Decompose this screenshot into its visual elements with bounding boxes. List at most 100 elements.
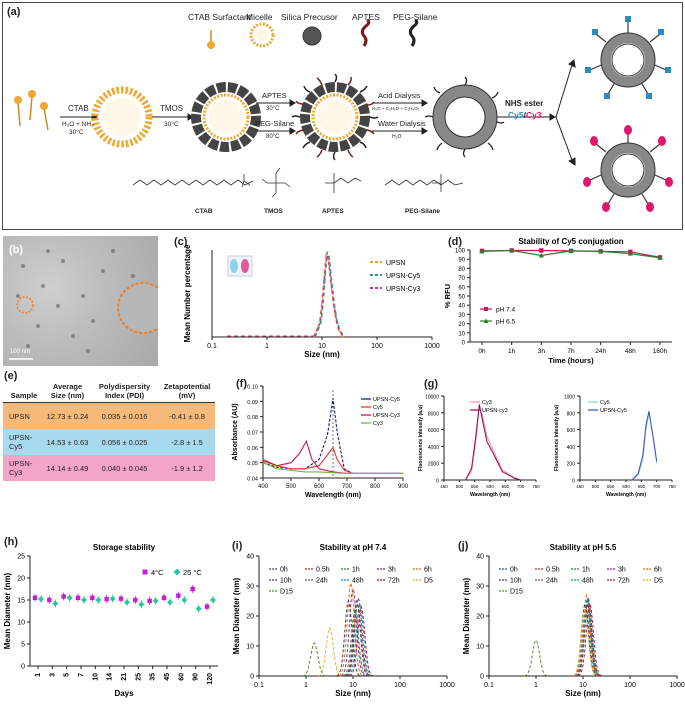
y-tick-label: 0 xyxy=(462,341,466,347)
table-cell: 14.53 ± 0.63 xyxy=(45,429,90,455)
x-axis-label: Days xyxy=(114,689,134,698)
y-tick-label: 0 xyxy=(250,674,254,681)
cy3-vial xyxy=(241,259,249,273)
x-tick-label: 700 xyxy=(517,484,525,489)
panel-label-j: (j) xyxy=(458,540,469,552)
data-point xyxy=(138,601,145,608)
x-tick-label: 7 xyxy=(78,673,85,677)
x-tick-label: 1 xyxy=(265,343,269,350)
table-cell: 14.14 ± 0.49 xyxy=(45,455,90,481)
schematic-svg xyxy=(14,16,673,212)
x-tick-label: 700 xyxy=(342,484,353,490)
chart-size-distribution: Size (nm) Mean Number percentage 0.1 1 10 100… xyxy=(183,244,440,359)
y-tick-label: 10 xyxy=(476,644,484,651)
y-tick-label: 0 xyxy=(21,664,25,671)
chart-cy5-stability: Time (hours) % RFU Stability of Cy5 conjug… xyxy=(443,237,672,365)
data-point xyxy=(210,597,216,603)
y-tick-label: 0.06 xyxy=(247,446,258,452)
legend-label: pH 6.5 xyxy=(496,319,516,326)
series-line xyxy=(262,462,403,474)
x-tick-label: 1000 xyxy=(424,343,440,350)
x-tick-label: 3h xyxy=(538,348,546,355)
x-tick-label: 900 xyxy=(398,484,409,490)
legend-label: Cy3 xyxy=(373,421,383,427)
x-tick-label: 0h xyxy=(478,348,486,355)
y-axis-label: % RFU xyxy=(443,284,452,308)
table-header-sample: Sample xyxy=(3,380,45,403)
step4b-process: Water Dialysis xyxy=(378,119,426,128)
y-tick-label: 40 xyxy=(246,554,254,561)
y-tick-label: 1000 xyxy=(564,395,575,401)
legend-label: D5 xyxy=(424,578,433,585)
legend-label: UPSN xyxy=(386,260,405,267)
functionalized-particle xyxy=(291,73,379,161)
panel-label-e: (e) xyxy=(4,370,18,382)
data-point xyxy=(61,594,66,599)
aptes-chemical-structure xyxy=(325,173,362,193)
data-point xyxy=(204,604,210,609)
x-tick-label: 750 xyxy=(532,484,540,489)
data-point xyxy=(509,247,515,253)
series-line xyxy=(302,642,327,677)
series-line xyxy=(345,602,370,677)
data-point xyxy=(147,598,152,604)
x-tick-label: 45 xyxy=(164,673,171,681)
x-tick-label: 450 xyxy=(576,484,584,489)
legend-silica-label: Silica Precusor xyxy=(281,12,338,22)
series-line xyxy=(575,596,600,677)
data-point xyxy=(539,248,544,253)
legend-label: 3h xyxy=(618,567,626,574)
data-point xyxy=(161,595,167,600)
micelle-structure xyxy=(91,86,153,148)
y-axis-label: Mean Diameter (nm) xyxy=(462,577,471,654)
data-point xyxy=(181,597,188,603)
step3a-reagent: APTES xyxy=(262,91,287,100)
legend-label: pH 7.4 xyxy=(496,307,516,314)
data-point xyxy=(52,600,59,607)
y-tick-label: 40 xyxy=(458,304,465,310)
data-point xyxy=(176,593,181,598)
y-tick-label: 20 xyxy=(17,576,25,583)
data-point xyxy=(627,250,633,256)
x-axis-label: Wavelength (nm) xyxy=(470,492,510,498)
panel-label-a: (a) xyxy=(7,6,21,18)
table-cell: 12.73 ± 0.24 xyxy=(45,402,90,429)
series-line xyxy=(631,413,658,481)
step3b-reagent: PEG-Silane xyxy=(255,119,295,128)
x-tick-label: 650 xyxy=(638,484,646,489)
step2-reagent: TMOS xyxy=(160,104,184,113)
ctab-chemical-structure xyxy=(132,174,254,188)
x-tick-label: 500 xyxy=(286,484,297,490)
hollow-particle xyxy=(424,76,505,158)
x-tick-label: 1h xyxy=(508,348,516,355)
y-tick-label: 0 xyxy=(480,674,484,681)
x-tick-label: 1 xyxy=(534,682,538,689)
chem-ctab-label: CTAB xyxy=(195,208,213,215)
x-tick-label: 650 xyxy=(502,484,510,489)
chart-title: Stability at pH 5.5 xyxy=(550,543,617,552)
y-tick-label: 60 xyxy=(458,285,465,291)
x-tick-label: 1000 xyxy=(439,682,455,689)
ctab-surfactant-icon xyxy=(207,30,215,49)
y-tick-label: 0.08 xyxy=(247,415,258,421)
legend-label: 0.5h xyxy=(316,567,330,574)
legend-label: 3h xyxy=(388,567,396,574)
legend-label: D15 xyxy=(280,589,293,596)
step3b-temperature: 80°C xyxy=(266,134,280,140)
series-line xyxy=(524,639,548,677)
legend-label: 1h xyxy=(582,567,590,574)
nhs-ester-label: NHS ester xyxy=(505,99,544,108)
y-tick-label: 100 xyxy=(455,249,466,255)
x-tick-label: 1 xyxy=(304,682,308,689)
x-tick-label: 21 xyxy=(121,673,128,681)
y-tick-label: 6000 xyxy=(428,428,439,434)
x-tick-label: 60 xyxy=(178,673,185,681)
cy5-vial xyxy=(230,259,238,273)
y-tick-label: 0 xyxy=(572,479,575,485)
series-line xyxy=(336,599,361,677)
x-tick-label: 48h xyxy=(625,348,636,355)
legend-ctab-label: CTAB Surfactant xyxy=(188,12,252,22)
legend-label: UPSN-Cy3 xyxy=(386,286,420,293)
data-point xyxy=(32,595,38,600)
x-tick-label: 100 xyxy=(624,682,636,689)
